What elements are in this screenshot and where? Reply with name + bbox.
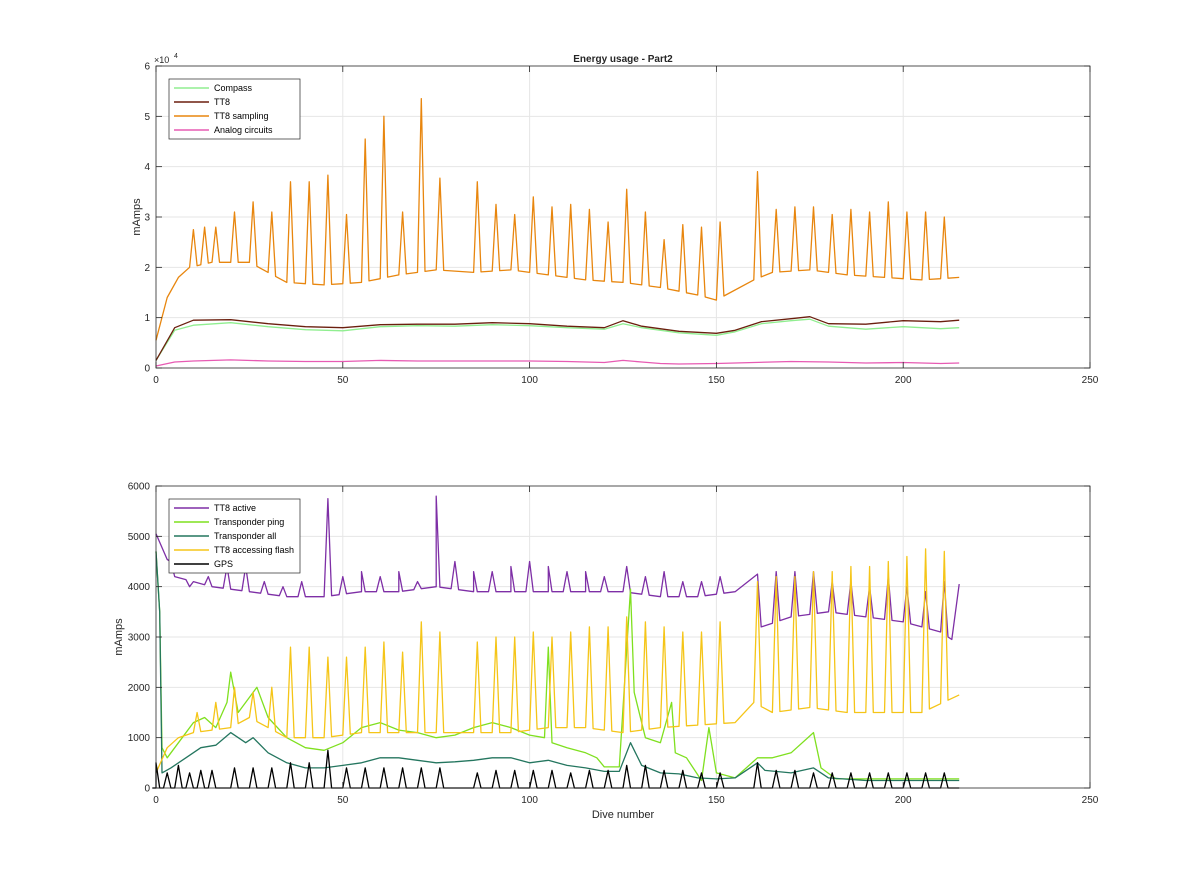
y-tick-label: 4 (144, 162, 150, 173)
legend: Compass TT8 TT8 sampling Analog circuits (168, 78, 301, 140)
chart-panel-1: 0 50 100 150 200 250 0 1 2 3 4 5 6 ×10 4 Energy usage -… (131, 53, 1099, 386)
legend-label: TT8 (214, 97, 230, 107)
y-axis-label: mAmps (131, 198, 143, 236)
y-tick-label: 5 (144, 112, 150, 123)
y-tick-label: 2000 (128, 683, 151, 694)
y-tick-label: 4000 (128, 582, 151, 593)
x-tick-label: 200 (895, 375, 912, 386)
x-tick-label: 250 (1082, 375, 1099, 386)
series-line-transponder-ping (155, 551, 960, 782)
y-tick-label: 5000 (128, 532, 151, 543)
series-line-transponder-all (155, 551, 960, 782)
chart-title: Energy usage - Part2 (573, 54, 673, 65)
y-tick-label: 3000 (128, 633, 151, 644)
y-exponent-label: ×10 (154, 55, 169, 65)
legend-label: Compass (214, 83, 253, 93)
x-tick-label: 100 (521, 375, 538, 386)
series-line-analog-circuits (155, 359, 960, 367)
legend-label: GPS (214, 559, 233, 569)
y-tick-label: 6 (144, 62, 150, 73)
series-line-tt8-sampling (155, 98, 960, 341)
y-tick-label: 6000 (128, 482, 151, 493)
x-tick-label: 150 (708, 795, 725, 806)
y-tick-label: 2 (144, 263, 150, 274)
x-tick-label: 100 (521, 795, 538, 806)
y-tick-label: 0 (144, 364, 150, 375)
series-line-tt8-active (155, 495, 960, 641)
legend-label: TT8 sampling (214, 111, 269, 121)
legend-label: Analog circuits (214, 125, 273, 135)
y-axis-label: mAmps (113, 618, 125, 656)
x-tick-label: 0 (153, 795, 159, 806)
y-tick-label: 1 (144, 313, 150, 324)
x-tick-label: 150 (708, 375, 725, 386)
x-tick-label: 0 (153, 375, 159, 386)
legend-box (168, 78, 301, 140)
legend-label: Transponder ping (214, 517, 284, 527)
legend-label: TT8 active (214, 503, 256, 513)
y-tick-label: 3 (144, 213, 150, 224)
series-line-compass (155, 318, 960, 361)
y-tick-label: 1000 (128, 733, 151, 744)
x-axis-label: Dive number (592, 809, 655, 821)
x-tick-label: 50 (337, 795, 349, 806)
legend: TT8 active Transponder ping Transponder al… (168, 498, 301, 574)
x-tick-label: 250 (1082, 795, 1099, 806)
x-tick-label: 50 (337, 375, 349, 386)
legend-label: TT8 accessing flash (214, 545, 294, 555)
chart-panel-2: 0 50 100 150 200 250 0 1000 2000 3000 4000 5000 6000… (113, 482, 1099, 822)
legend-label: Transponder all (214, 531, 276, 541)
x-tick-label: 200 (895, 795, 912, 806)
y-tick-label: 0 (144, 784, 150, 795)
y-exponent-power: 4 (174, 53, 178, 60)
series-line-tt8-accessing-flash (155, 548, 960, 774)
series-line-tt8 (155, 316, 960, 361)
